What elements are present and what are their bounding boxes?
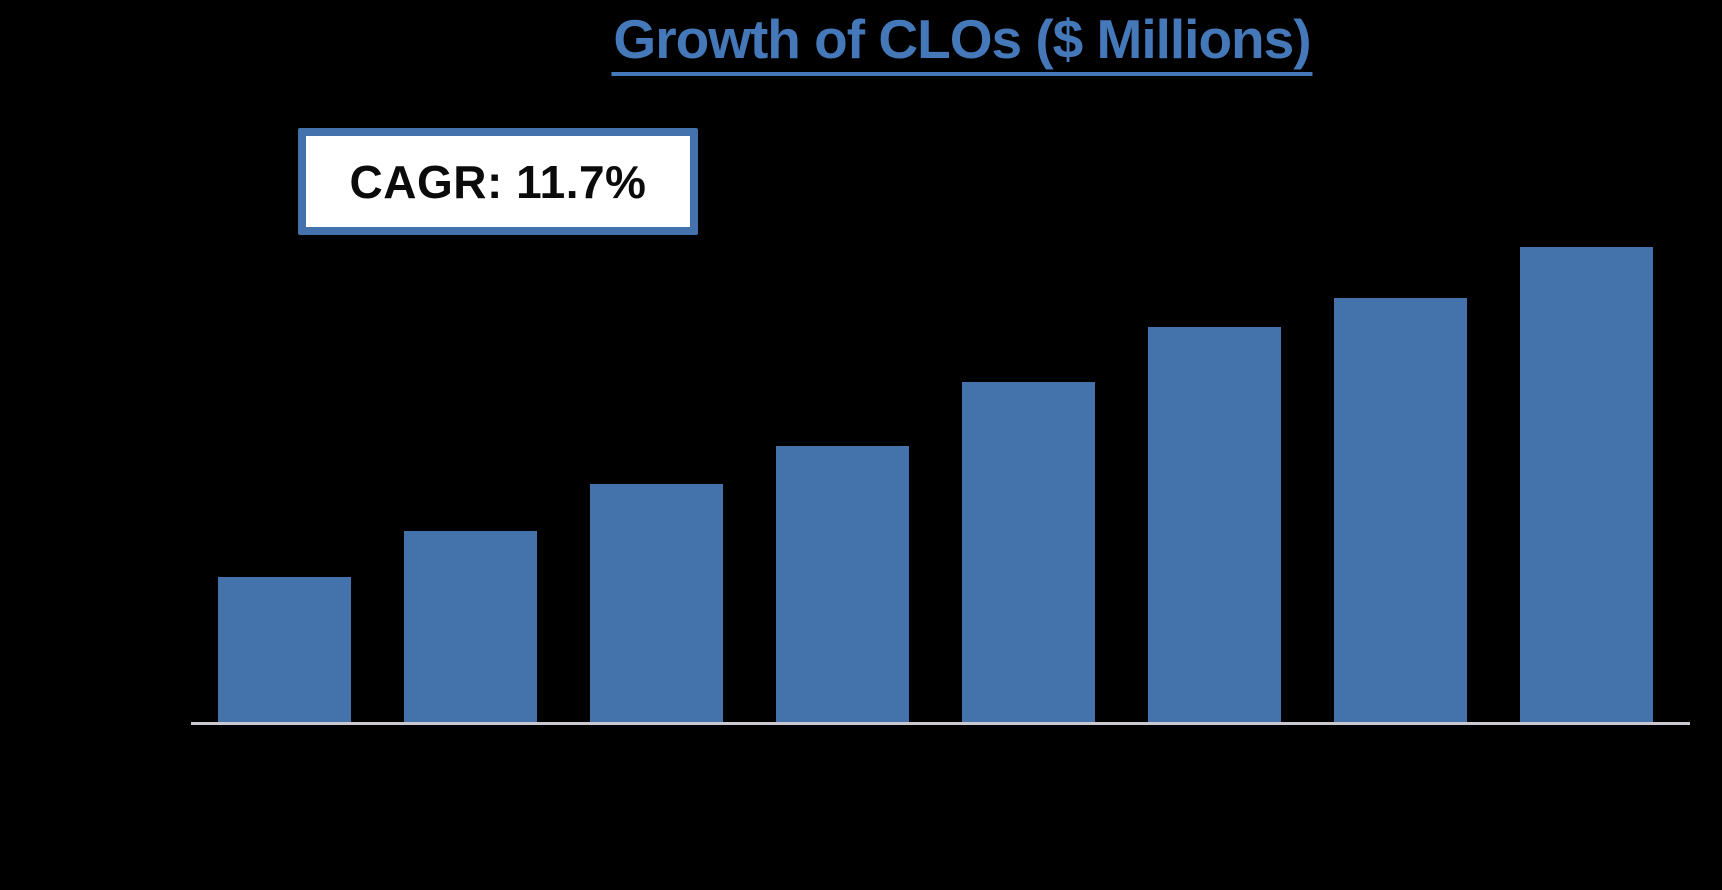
cagr-annotation-box: CAGR: 11.7% xyxy=(298,128,698,235)
bar-2 xyxy=(404,531,537,722)
bar-4 xyxy=(776,446,909,722)
bar-5 xyxy=(962,382,1095,722)
bar-1 xyxy=(218,577,351,722)
chart-title: Growth of CLOs ($ Millions) xyxy=(611,8,1313,76)
x-axis-line xyxy=(191,722,1690,725)
bar-8 xyxy=(1520,247,1653,722)
bar-7 xyxy=(1334,298,1467,722)
cagr-annotation-text: CAGR: 11.7% xyxy=(349,155,647,208)
bar-3 xyxy=(590,484,723,722)
bar-6 xyxy=(1148,327,1281,722)
